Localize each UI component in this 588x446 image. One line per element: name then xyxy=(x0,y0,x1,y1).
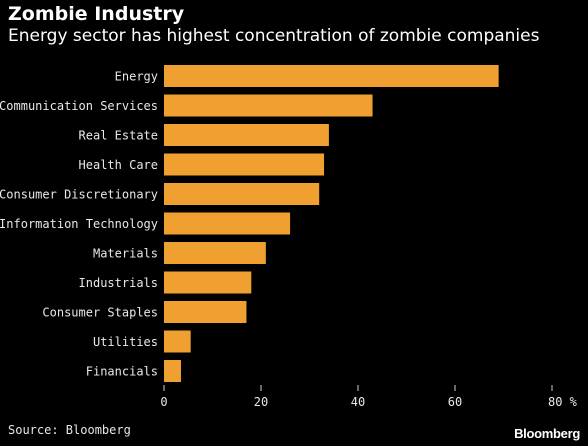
x-tick-label: 0 xyxy=(160,395,167,409)
category-label-communication-services: Communication Services xyxy=(0,99,158,113)
category-label-information-technology: Information Technology xyxy=(0,217,158,231)
bar-energy xyxy=(164,65,499,87)
category-label-consumer-discretionary: Consumer Discretionary xyxy=(0,188,158,202)
bar-health-care xyxy=(164,153,325,176)
bar-consumer-staples xyxy=(164,301,247,323)
bar-industrials xyxy=(164,271,252,294)
category-label-financials: Financials xyxy=(86,365,158,379)
category-label-utilities: Utilities xyxy=(93,335,158,349)
bloomberg-logo: Bloomberg xyxy=(514,426,580,441)
bar-utilities xyxy=(164,330,191,353)
bar-financials xyxy=(164,360,181,382)
category-label-real-estate: Real Estate xyxy=(79,129,158,143)
x-tick-label: 60 xyxy=(448,395,462,409)
x-tick-label: 40 xyxy=(351,395,365,409)
category-label-health-care: Health Care xyxy=(79,158,158,172)
bar-information-technology xyxy=(164,212,291,235)
bar-consumer-discretionary xyxy=(164,183,320,205)
bar-materials xyxy=(164,242,266,264)
bar-real-estate xyxy=(164,124,329,146)
category-label-materials: Materials xyxy=(93,247,158,261)
x-tick-label: 20 xyxy=(254,395,268,409)
source-note: Source: Bloomberg xyxy=(8,423,131,437)
bar-chart: Energy Communication Services Real Estate H… xyxy=(0,65,578,409)
bar-communication-services xyxy=(164,94,373,117)
chart-subtitle: Energy sector has highest concentration … xyxy=(8,26,540,46)
category-label-industrials: Industrials xyxy=(79,276,158,290)
category-label-consumer-staples: Consumer Staples xyxy=(42,306,158,320)
chart-title: Zombie Industry xyxy=(8,3,185,25)
category-label-energy: Energy xyxy=(115,70,158,84)
x-tick-label: 80 % xyxy=(548,395,578,409)
